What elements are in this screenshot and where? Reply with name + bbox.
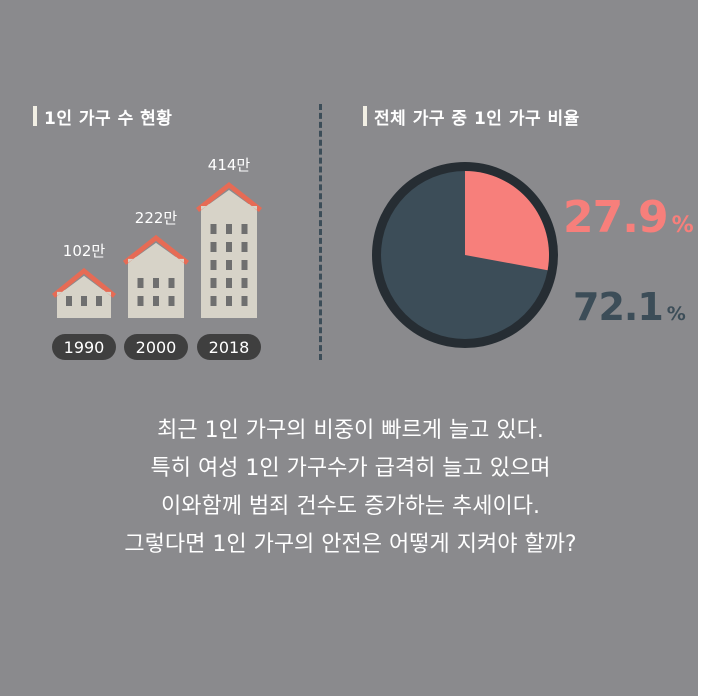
window — [226, 260, 232, 270]
caption-line: 이와함께 범죄 건수도 증가하는 추세이다. — [160, 494, 541, 519]
window — [241, 296, 248, 306]
caption-line: 특히 여성 1인 가구수가 급격히 늘고 있으며 — [150, 456, 551, 481]
value-label: 222만 — [135, 209, 178, 227]
window — [210, 242, 217, 252]
window — [241, 242, 248, 252]
household-ratio-pie-chart — [372, 162, 558, 348]
household-count-chart: 102만 1990 222만 2000 414만 2018 — [52, 156, 262, 360]
household-count-section-title: 1인 가구 수 현황 — [33, 104, 173, 129]
title-marker — [33, 106, 37, 126]
year-label: 2000 — [136, 338, 177, 357]
year-label: 2018 — [209, 338, 250, 357]
window — [241, 224, 248, 234]
other-household-percent-value: 72.1 — [573, 285, 664, 329]
pie-slice-27.9 — [465, 171, 550, 271]
house-bar-2000: 222만 2000 — [123, 209, 189, 360]
year-pill — [124, 334, 188, 360]
section-divider — [319, 104, 322, 360]
year-pill — [197, 334, 261, 360]
caption-line: 그렇다면 1인 가구의 안전은 어떻게 지켜야 할까? — [124, 532, 577, 557]
title-marker — [363, 106, 367, 126]
year-label: 1990 — [64, 338, 105, 357]
window — [226, 224, 232, 234]
single-household-ratio-section-title: 전체 가구 중 1인 가구 비율 — [363, 104, 580, 129]
gable — [201, 190, 257, 210]
other-household-percent-label: 72.1% — [573, 285, 686, 329]
value-label: 414만 — [208, 156, 251, 174]
window — [241, 278, 248, 288]
window — [168, 296, 175, 306]
window — [81, 296, 87, 306]
gable — [128, 242, 184, 263]
single-household-percent-label: 27.9% — [563, 192, 694, 243]
window — [168, 278, 175, 288]
window — [137, 296, 144, 306]
roof — [196, 182, 262, 212]
household-count-title-text: 1인 가구 수 현황 — [44, 108, 173, 129]
window — [137, 278, 144, 288]
value-label: 102만 — [63, 242, 106, 260]
window — [226, 296, 232, 306]
window — [241, 260, 248, 270]
window — [153, 278, 159, 288]
right-edge-strip — [698, 0, 701, 696]
window — [226, 278, 232, 288]
year-pill — [52, 334, 116, 360]
window — [226, 242, 232, 252]
gable — [57, 275, 111, 296]
summary-caption: 최근 1인 가구의 비중이 빠르게 늘고 있다. 특히 여성 1인 가구수가 급… — [0, 412, 701, 564]
house-bar-1990: 102만 1990 — [52, 242, 116, 360]
window — [210, 296, 217, 306]
percent-sign: % — [671, 213, 694, 238]
single-household-percent-value: 27.9 — [563, 192, 669, 243]
window — [210, 260, 217, 270]
percent-sign: % — [666, 303, 686, 325]
roof — [52, 267, 116, 298]
single-household-ratio-title-text: 전체 가구 중 1인 가구 비율 — [374, 108, 580, 129]
roof — [123, 234, 189, 265]
window — [210, 278, 217, 288]
window — [153, 296, 159, 306]
window — [210, 224, 217, 234]
house-bar-2018: 414만 2018 — [196, 156, 262, 360]
window — [96, 296, 102, 306]
window — [66, 296, 72, 306]
caption-line: 최근 1인 가구의 비중이 빠르게 늘고 있다. — [157, 418, 544, 443]
